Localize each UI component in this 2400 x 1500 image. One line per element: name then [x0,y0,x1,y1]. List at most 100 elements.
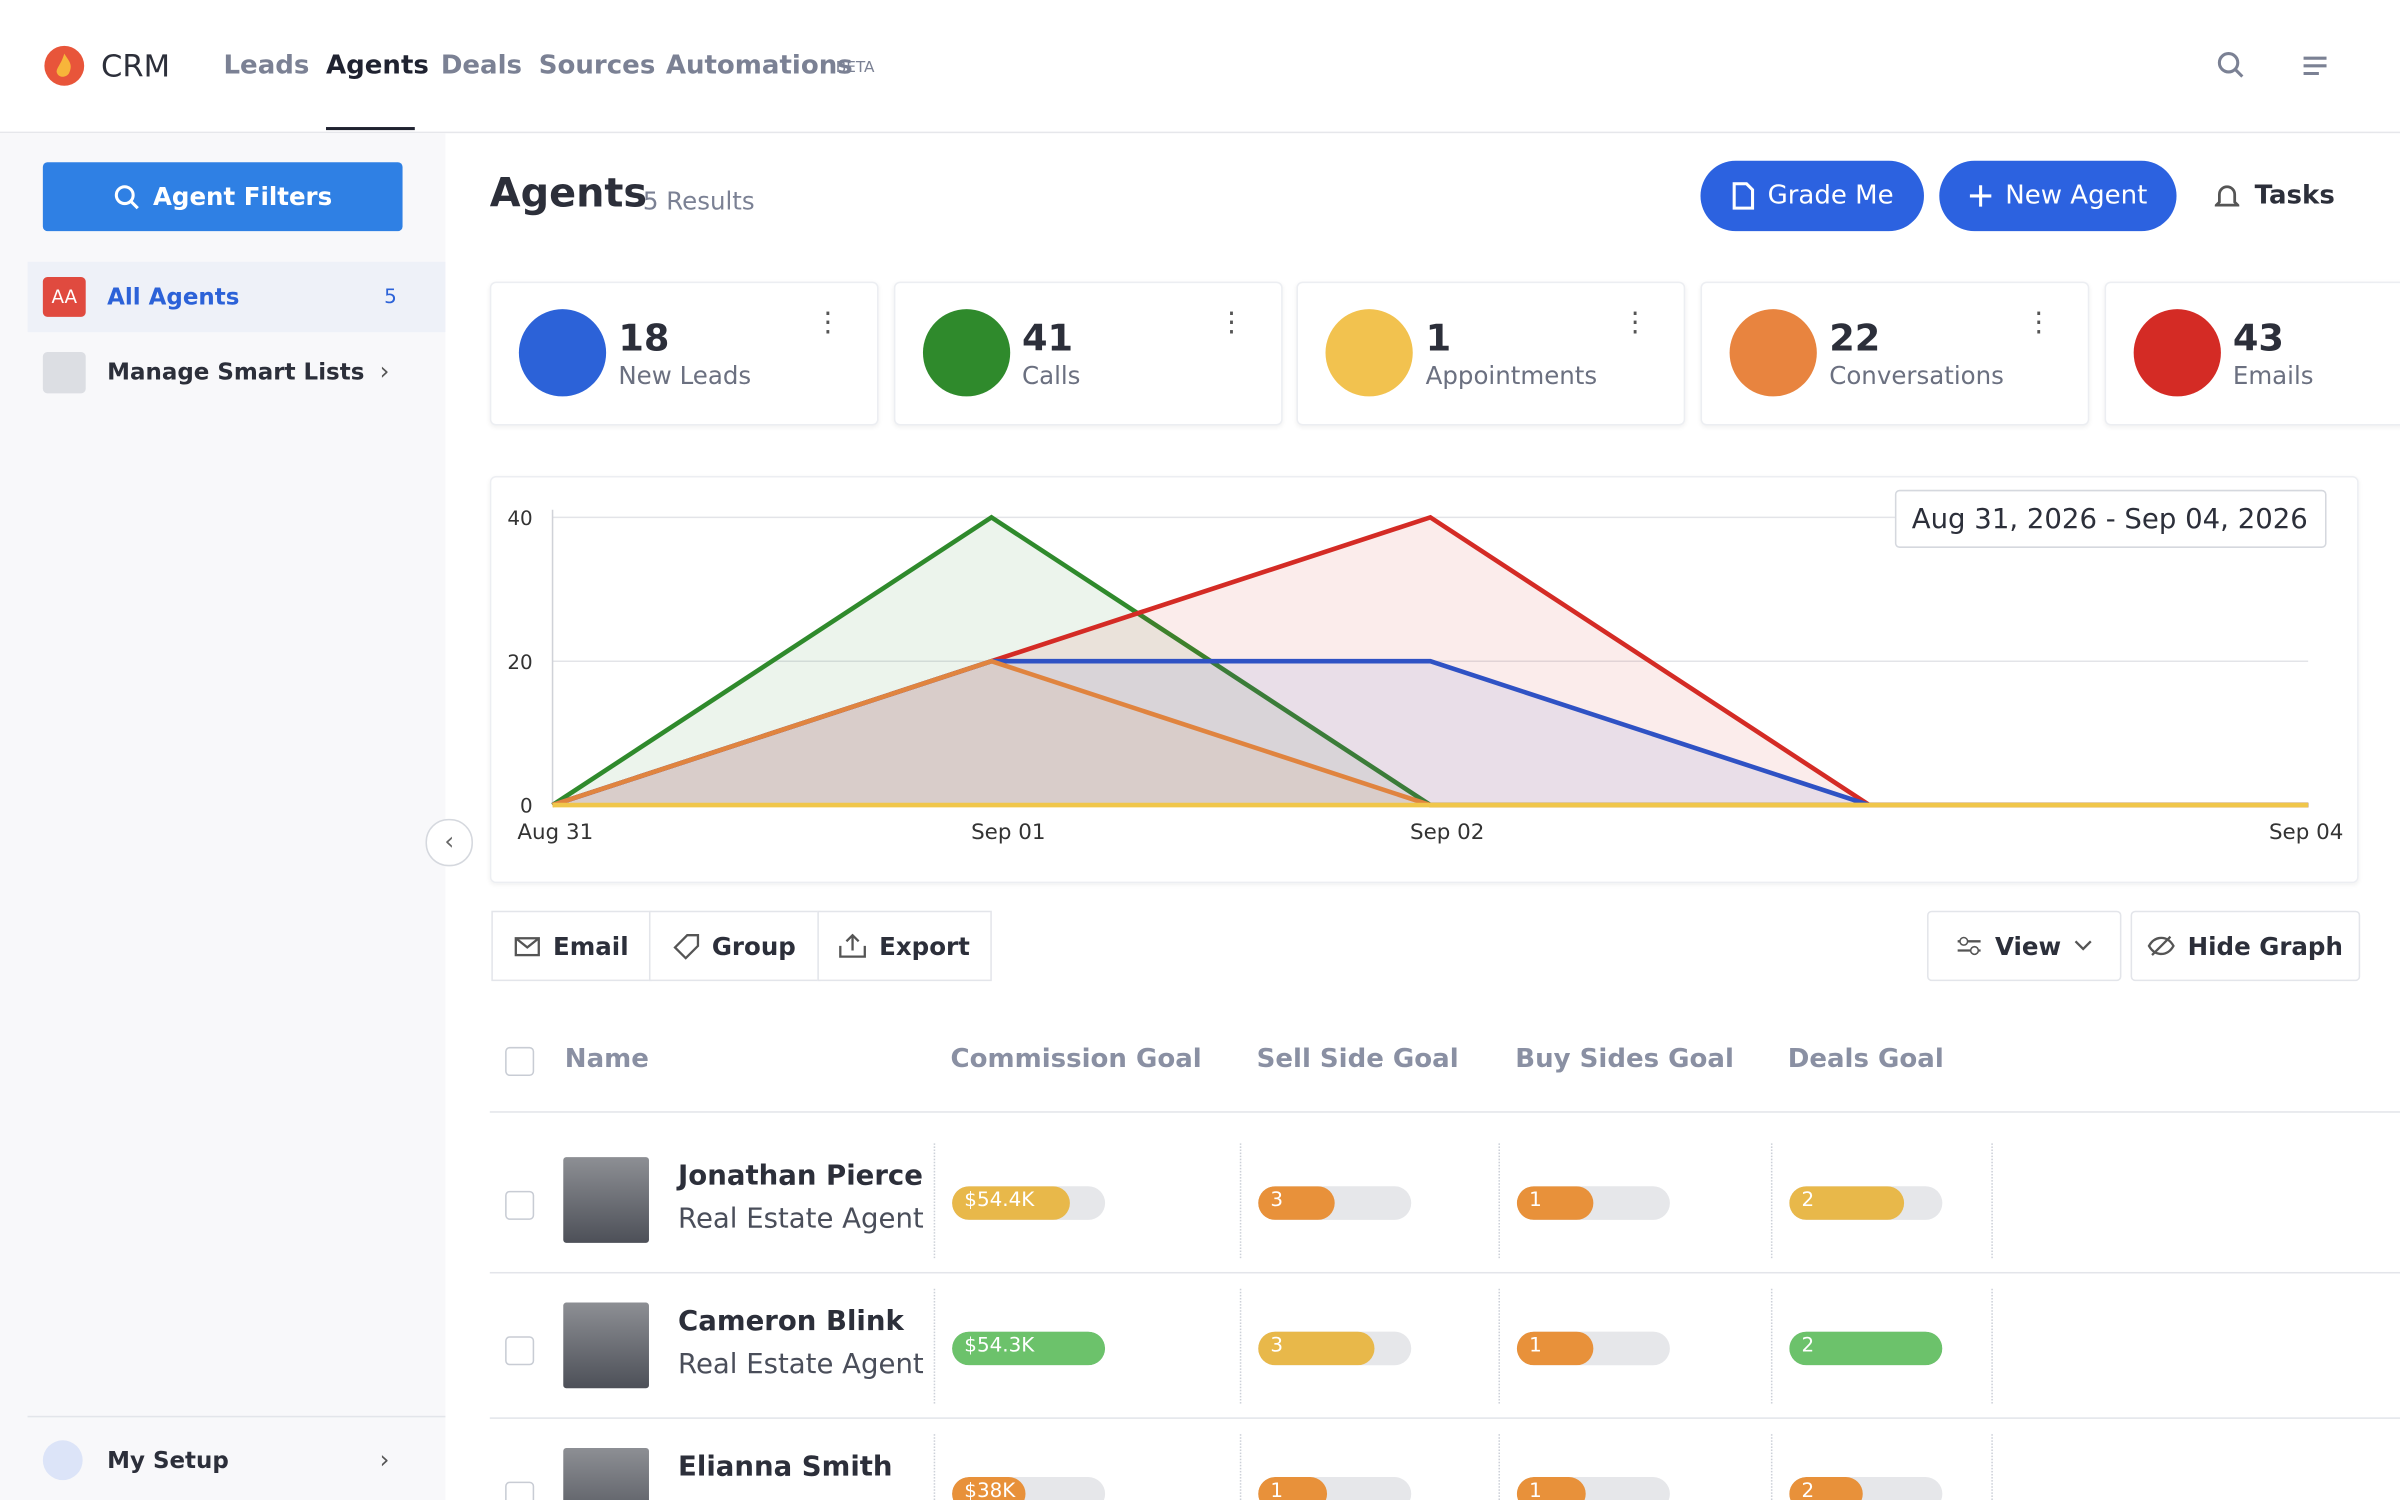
stat-icon [2133,309,2221,397]
stat-icon [922,309,1010,397]
stat-label: New Leads [618,361,752,391]
progress-bar [1258,1477,1328,1500]
progress-bar [1789,1331,1943,1366]
progress-track [1789,1186,1943,1220]
select-all-checkbox[interactable] [505,1046,535,1077]
progress-label: 2 [1801,1480,1815,1500]
nav-link[interactable]: Deals [440,50,523,82]
progress-bar [1789,1477,1863,1500]
progress-label: $54.3K [964,1334,1035,1358]
group-button[interactable]: Group [648,910,821,982]
x-tick-label: Aug 31 [517,820,593,845]
progress-track [1516,1186,1670,1220]
stat-icon [1729,309,1817,397]
progress-track [1516,1331,1670,1366]
new-agent-button[interactable]: New Agent [1939,160,2177,232]
column-header: Commission Goal [950,1043,1202,1075]
card-menu: · · · [1227,298,1236,349]
progress-track [1789,1477,1943,1500]
y-tick-label: 20 [507,651,532,674]
sidebar: Agent Filters AA All Agents 5 Manage Sma… [0,133,446,1500]
email-button[interactable]: Email [491,910,653,982]
column-header: Buy Sides Goal [1515,1043,1734,1075]
row-checkbox [505,1481,535,1500]
progress-bar [1258,1186,1335,1220]
progress-bar [952,1331,1106,1366]
progress-label: 1 [1529,1480,1542,1500]
row-checkbox [505,1336,535,1366]
setup-icon [42,1440,83,1481]
button-label: Group [711,931,796,961]
gear-icon [42,352,86,394]
progress-label: 1 [1529,1189,1542,1213]
progress-label: $54.4K [964,1189,1035,1213]
grade-me-button[interactable]: Grade Me [1700,160,1924,232]
progress-label: 2 [1801,1189,1815,1213]
row-divider [489,1417,2400,1419]
smart-lists-label[interactable]: Manage Smart Lists [107,358,365,386]
nav-link[interactable]: Automations [665,50,853,82]
beta-tag: BETA [835,59,875,77]
search-icon[interactable] [2216,51,2247,82]
x-tick-label: Sep 04 [2269,820,2343,845]
hide-graph-button[interactable]: Hide Graph [2130,910,2361,982]
cell-divider [1991,1434,1993,1500]
cell-divider [1991,1143,1993,1259]
button-label: Email [553,931,629,961]
progress-bar [1516,1477,1586,1500]
cell-divider [1498,1143,1500,1259]
setup-label[interactable]: My Setup [107,1446,229,1474]
progress-bar [1516,1331,1594,1366]
header-divider [489,1111,2400,1113]
stat-label: Emails [2232,361,2314,391]
all-agents-row[interactable] [27,261,446,333]
progress-label: 3 [1270,1189,1284,1213]
area [552,517,2309,806]
date-range: Aug 31, 2026 - Sep 04, 2026 [1911,502,2308,535]
cell-divider [933,1434,936,1500]
x-tick-label: Sep 01 [971,820,1045,845]
top-nav: CRM Leads Agents Deals Sources Automatio… [0,0,2400,134]
menu-icon[interactable] [2302,55,2330,76]
agent-role: Real Estate Agent [678,1348,924,1381]
agent-name: Cameron Blink [678,1305,904,1338]
cell-divider [1991,1288,1993,1404]
button-label: Hide Graph [2187,931,2343,961]
chart-panel [489,476,2359,884]
avatar [563,1447,649,1500]
button-label: New Agent [2005,180,2148,212]
all-agents-label[interactable]: All Agents [107,283,240,311]
progress-label: 2 [1801,1334,1815,1358]
date-range-picker[interactable]: Aug 31, 2026 - Sep 04, 2026 [1894,489,2327,548]
agent-filters-button[interactable]: Agent Filters [42,162,403,232]
stat-label: Conversations [1829,361,2004,391]
stat-label: Calls [1021,361,1081,391]
button-label: Tasks [2254,180,2335,212]
card-menu: · · · [1630,298,1640,349]
progress-label: 3 [1270,1334,1284,1358]
cell-divider [1770,1143,1773,1259]
view-button[interactable]: View [1927,910,2122,982]
nav-link-active[interactable]: Agents [326,50,429,82]
tasks-button[interactable]: Tasks [2214,180,2335,212]
result-count: 5 Results [642,186,755,216]
progress-track [1258,1331,1412,1366]
x-tick-label: Sep 02 [1410,820,1484,845]
collapse-button[interactable]: ‹ [425,818,473,867]
agent-role: Real Estate Agent [678,1203,924,1236]
nav-link[interactable]: Leads [223,50,310,82]
stat-value: 1 [1425,316,1452,360]
y-tick-label: 0 [520,795,533,818]
logo [44,45,85,86]
cell-divider [933,1143,936,1259]
stat-value: 43 [2232,316,2284,360]
progress-track [1258,1186,1412,1220]
button-label: Agent Filters [152,182,333,212]
button-label: Export [879,931,970,961]
cell-divider [1770,1434,1773,1500]
stat-value: 41 [1021,316,1074,360]
nav-link[interactable]: Sources [538,50,656,82]
export-button[interactable]: Export [817,910,992,982]
progress-track [952,1186,1106,1220]
